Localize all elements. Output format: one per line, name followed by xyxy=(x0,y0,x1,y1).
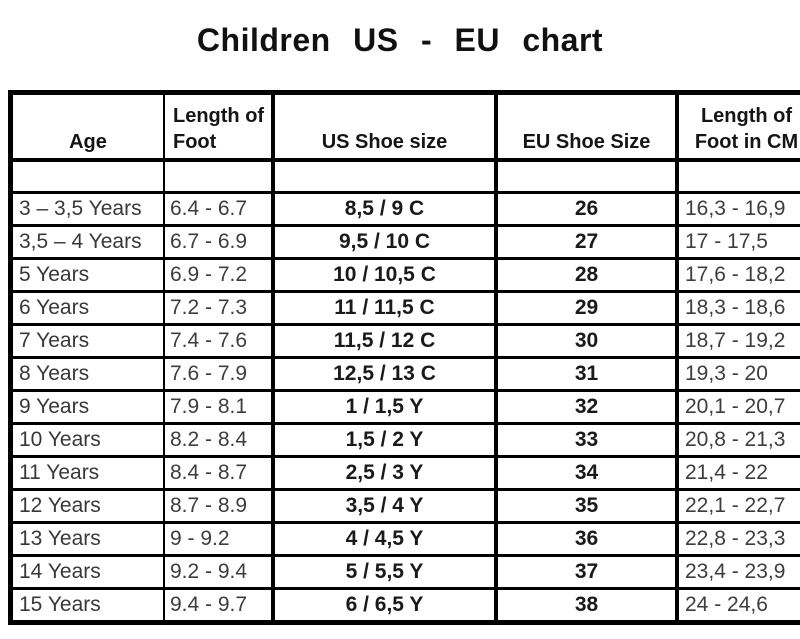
cell-foot-in-cm: 19,3 - 20 xyxy=(675,356,800,392)
cell-eu-shoe-size: 35 xyxy=(494,488,677,524)
cell-foot-in-cm: 22,1 - 22,7 xyxy=(675,488,800,524)
cell-age: 8 Years xyxy=(10,356,164,392)
table-header: Age Length of Foot US Shoe size EU Shoe … xyxy=(10,91,800,162)
table-row: 8 Years 7.6 - 7.9 12,5 / 13 C 31 19,3 - 20 xyxy=(10,356,800,392)
cell-us-shoe-size: 11,5 / 12 C xyxy=(271,323,496,359)
cell-foot-in-cm: 21,4 - 22 xyxy=(675,455,800,491)
cell-us-shoe-size: 12,5 / 13 C xyxy=(271,356,496,392)
table-row: 5 Years 6.9 - 7.2 10 / 10,5 C 28 17,6 - 18,2 xyxy=(10,257,800,293)
cell-us-shoe-size: 11 / 11,5 C xyxy=(271,290,496,326)
spacer-cell xyxy=(271,158,496,194)
cell-length-of-foot: 6.4 - 6.7 xyxy=(163,191,273,227)
header-cell-eu-shoe-size: EU Shoe Size xyxy=(494,91,677,162)
header-cell-age: Age xyxy=(10,91,164,162)
cell-us-shoe-size: 6 / 6,5 Y xyxy=(271,587,496,624)
cell-us-shoe-size: 1 / 1,5 Y xyxy=(271,389,496,425)
cell-age: 3 – 3,5 Years xyxy=(10,191,164,227)
cell-age: 15 Years xyxy=(10,587,164,624)
cell-age: 5 Years xyxy=(10,257,164,293)
cell-us-shoe-size: 3,5 / 4 Y xyxy=(271,488,496,524)
cell-us-shoe-size: 9,5 / 10 C xyxy=(271,224,496,260)
cell-age: 3,5 – 4 Years xyxy=(10,224,164,260)
cell-length-of-foot: 9.2 - 9.4 xyxy=(163,554,273,590)
shoe-size-table: Age Length of Foot US Shoe size EU Shoe … xyxy=(8,90,800,625)
cell-age: 13 Years xyxy=(10,521,164,557)
cell-length-of-foot: 6.9 - 7.2 xyxy=(163,257,273,293)
table-row: 9 Years 7.9 - 8.1 1 / 1,5 Y 32 20,1 - 20,7 xyxy=(10,389,800,425)
cell-foot-in-cm: 18,3 - 18,6 xyxy=(675,290,800,326)
page-title: Children US - EU chart xyxy=(196,22,604,58)
cell-length-of-foot: 8.2 - 8.4 xyxy=(163,422,273,458)
cell-us-shoe-size: 8,5 / 9 C xyxy=(271,191,496,227)
cell-foot-in-cm: 20,1 - 20,7 xyxy=(675,389,800,425)
cell-foot-in-cm: 22,8 - 23,3 xyxy=(675,521,800,557)
header-cell-foot-in-cm: Length of Foot in CM xyxy=(675,91,800,162)
header-cell-us-shoe-size: US Shoe size xyxy=(271,91,496,162)
cell-foot-in-cm: 17,6 - 18,2 xyxy=(675,257,800,293)
cell-length-of-foot: 7.4 - 7.6 xyxy=(163,323,273,359)
cell-foot-in-cm: 16,3 - 16,9 xyxy=(675,191,800,227)
cell-foot-in-cm: 24 - 24,6 xyxy=(675,587,800,624)
cell-eu-shoe-size: 30 xyxy=(494,323,677,359)
table-row: 13 Years 9 - 9.2 4 / 4,5 Y 36 22,8 - 23,3 xyxy=(10,521,800,557)
cell-age: 10 Years xyxy=(10,422,164,458)
spacer-cell xyxy=(675,158,800,194)
cell-us-shoe-size: 5 / 5,5 Y xyxy=(271,554,496,590)
cell-length-of-foot: 7.6 - 7.9 xyxy=(163,356,273,392)
cell-length-of-foot: 9 - 9.2 xyxy=(163,521,273,557)
cell-length-of-foot: 9.4 - 9.7 xyxy=(163,587,273,624)
table-row: 3 – 3,5 Years 6.4 - 6.7 8,5 / 9 C 26 16,3 - … xyxy=(10,191,800,227)
cell-eu-shoe-size: 26 xyxy=(494,191,677,227)
spacer-row xyxy=(10,158,800,194)
cell-us-shoe-size: 10 / 10,5 C xyxy=(271,257,496,293)
header-row: Age Length of Foot US Shoe size EU Shoe … xyxy=(10,91,800,162)
table-row: 7 Years 7.4 - 7.6 11,5 / 12 C 30 18,7 - 19,2 xyxy=(10,323,800,359)
cell-us-shoe-size: 1,5 / 2 Y xyxy=(271,422,496,458)
cell-age: 9 Years xyxy=(10,389,164,425)
cell-us-shoe-size: 2,5 / 3 Y xyxy=(271,455,496,491)
table-row: 11 Years 8.4 - 8.7 2,5 / 3 Y 34 21,4 - 22 xyxy=(10,455,800,491)
table-row: 3,5 – 4 Years 6.7 - 6.9 9,5 / 10 C 27 17 - 1… xyxy=(10,224,800,260)
cell-length-of-foot: 6.7 - 6.9 xyxy=(163,224,273,260)
cell-length-of-foot: 8.4 - 8.7 xyxy=(163,455,273,491)
spacer-cell xyxy=(10,158,164,194)
spacer-cell xyxy=(163,158,273,194)
cell-eu-shoe-size: 34 xyxy=(494,455,677,491)
cell-length-of-foot: 7.2 - 7.3 xyxy=(163,290,273,326)
cell-age: 7 Years xyxy=(10,323,164,359)
cell-eu-shoe-size: 29 xyxy=(494,290,677,326)
table-row: 6 Years 7.2 - 7.3 11 / 11,5 C 29 18,3 - 18,6 xyxy=(10,290,800,326)
cell-eu-shoe-size: 27 xyxy=(494,224,677,260)
cell-eu-shoe-size: 33 xyxy=(494,422,677,458)
cell-eu-shoe-size: 36 xyxy=(494,521,677,557)
cell-eu-shoe-size: 28 xyxy=(494,257,677,293)
cell-eu-shoe-size: 31 xyxy=(494,356,677,392)
cell-length-of-foot: 8.7 - 8.9 xyxy=(163,488,273,524)
table-row: 14 Years 9.2 - 9.4 5 / 5,5 Y 37 23,4 - 23,9 xyxy=(10,554,800,590)
cell-foot-in-cm: 18,7 - 19,2 xyxy=(675,323,800,359)
cell-eu-shoe-size: 37 xyxy=(494,554,677,590)
header-cell-length-of-foot: Length of Foot xyxy=(163,91,273,162)
cell-eu-shoe-size: 38 xyxy=(494,587,677,624)
table-body: 3 – 3,5 Years 6.4 - 6.7 8,5 / 9 C 26 16,3 - … xyxy=(10,158,800,624)
cell-age: 6 Years xyxy=(10,290,164,326)
cell-age: 11 Years xyxy=(10,455,164,491)
cell-age: 12 Years xyxy=(10,488,164,524)
cell-foot-in-cm: 20,8 - 21,3 xyxy=(675,422,800,458)
cell-eu-shoe-size: 32 xyxy=(494,389,677,425)
table-row: 12 Years 8.7 - 8.9 3,5 / 4 Y 35 22,1 - 22,7 xyxy=(10,488,800,524)
cell-us-shoe-size: 4 / 4,5 Y xyxy=(271,521,496,557)
table-row: 15 Years 9.4 - 9.7 6 / 6,5 Y 38 24 - 24,6 xyxy=(10,587,800,624)
cell-age: 14 Years xyxy=(10,554,164,590)
cell-length-of-foot: 7.9 - 8.1 xyxy=(163,389,273,425)
table-row: 10 Years 8.2 - 8.4 1,5 / 2 Y 33 20,8 - 21,3 xyxy=(10,422,800,458)
spacer-cell xyxy=(494,158,677,194)
cell-foot-in-cm: 23,4 - 23,9 xyxy=(675,554,800,590)
cell-foot-in-cm: 17 - 17,5 xyxy=(675,224,800,260)
